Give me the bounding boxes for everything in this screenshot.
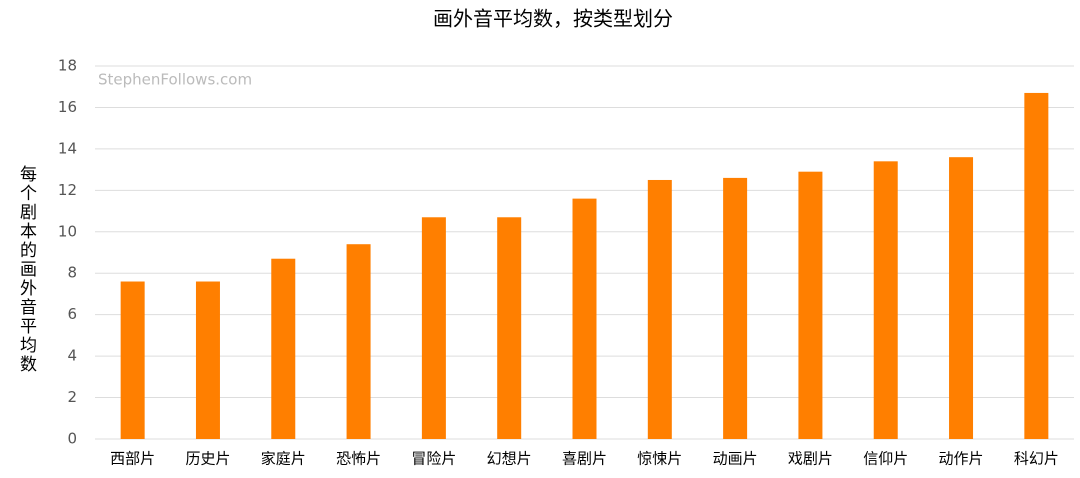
x-tick-label: 恐怖片 bbox=[336, 450, 381, 468]
y-tick-label: 4 bbox=[67, 347, 77, 365]
bar bbox=[949, 157, 974, 439]
y-tick-label: 2 bbox=[67, 388, 77, 406]
y-axis-label: 每个剧本的画外音平均数 bbox=[16, 165, 36, 374]
y-tick-label: 0 bbox=[67, 430, 77, 448]
bar bbox=[647, 179, 672, 439]
x-tick-label: 喜剧片 bbox=[562, 450, 607, 468]
y-tick-label: 18 bbox=[58, 57, 77, 75]
x-tick-label: 动画片 bbox=[713, 450, 758, 468]
bar bbox=[120, 281, 145, 439]
chart-title: 画外音平均数，按类型划分 bbox=[433, 7, 673, 31]
bar bbox=[421, 217, 446, 439]
x-tick-label: 家庭片 bbox=[261, 450, 306, 468]
y-tick-label: 10 bbox=[58, 222, 77, 240]
x-tick-label: 冒险片 bbox=[411, 450, 456, 468]
bar bbox=[723, 177, 748, 439]
y-tick-label: 6 bbox=[67, 305, 77, 323]
x-tick-label: 幻想片 bbox=[487, 450, 532, 468]
watermark: StephenFollows.com bbox=[98, 71, 252, 89]
x-tick-label: 动作片 bbox=[939, 450, 984, 468]
bar bbox=[346, 244, 371, 439]
x-tick-label: 信仰片 bbox=[863, 450, 908, 468]
bar bbox=[195, 281, 220, 439]
y-tick-label: 12 bbox=[58, 181, 77, 199]
x-tick-label: 科幻片 bbox=[1014, 450, 1059, 468]
x-tick-label: 惊悚片 bbox=[637, 450, 682, 468]
y-tick-label: 8 bbox=[67, 264, 77, 282]
bar bbox=[1024, 92, 1049, 439]
y-tick-label: 16 bbox=[58, 98, 77, 116]
bar bbox=[798, 171, 823, 439]
bar bbox=[271, 258, 296, 439]
x-tick-label: 西部片 bbox=[110, 450, 155, 468]
bar bbox=[497, 217, 522, 439]
bar bbox=[572, 198, 597, 439]
x-tick-label: 历史片 bbox=[185, 450, 230, 468]
x-tick-label: 戏剧片 bbox=[788, 450, 833, 468]
bar bbox=[873, 161, 898, 440]
y-tick-label: 14 bbox=[58, 139, 77, 157]
